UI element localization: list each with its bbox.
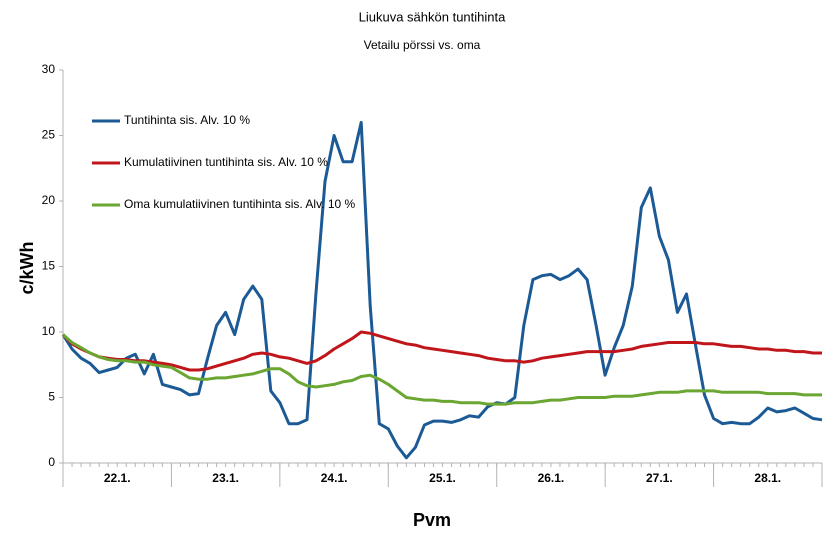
chart-subtitle: Vetailu pörssi vs. oma xyxy=(364,38,481,52)
series-line xyxy=(62,333,822,406)
x-tick-label: 23.1. xyxy=(212,471,239,485)
chart-title: Liukuva sähkön tuntihinta xyxy=(359,9,506,24)
x-tick-label: 24.1. xyxy=(321,471,348,485)
y-axis-title: c/kWh xyxy=(17,241,37,294)
series-line xyxy=(61,120,823,460)
series-line xyxy=(61,330,822,372)
y-tick-label: 0 xyxy=(48,455,55,469)
y-tick-label: 30 xyxy=(42,62,56,76)
x-tick-label: 22.1. xyxy=(104,471,131,485)
x-tick-label: 27.1. xyxy=(646,471,673,485)
y-tick-label: 10 xyxy=(42,324,56,338)
legend-label: Oma kumulatiivinen tuntihinta sis. Alv. … xyxy=(124,197,356,211)
y-tick-label: 5 xyxy=(48,390,55,404)
y-tick-label: 20 xyxy=(42,193,56,207)
y-tick-label: 25 xyxy=(42,128,56,142)
y-tick-label: 15 xyxy=(42,259,56,273)
x-tick-label: 25.1. xyxy=(429,471,456,485)
legend-label: Tuntihinta sis. Alv. 10 % xyxy=(124,113,250,127)
x-tick-label: 28.1. xyxy=(754,471,781,485)
x-tick-label: 26.1. xyxy=(538,471,565,485)
x-axis-title: Pvm xyxy=(413,510,451,530)
legend-label: Kumulatiivinen tuntihinta sis. Alv. 10 % xyxy=(124,155,328,169)
